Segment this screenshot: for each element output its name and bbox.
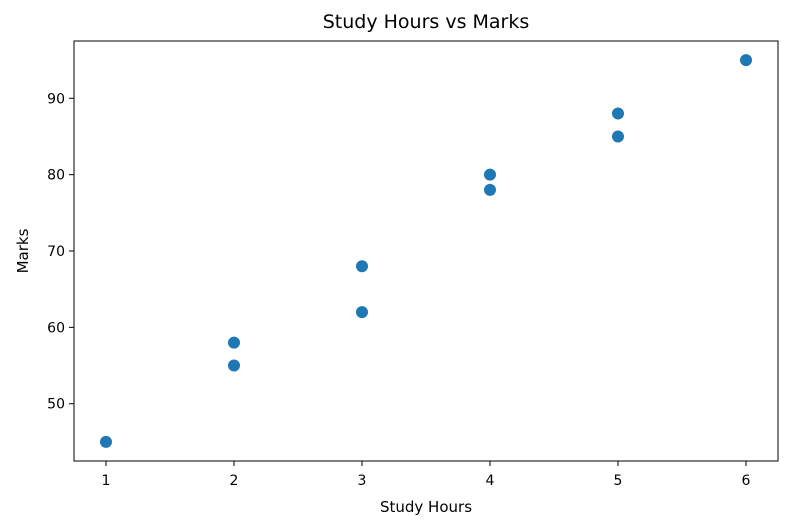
y-axis-title: Marks	[14, 228, 32, 273]
x-tick-label: 6	[742, 473, 751, 489]
x-tick-label: 5	[614, 473, 623, 489]
plot-area: 1 2 3 4 5 6 50 60 70 80 90	[47, 54, 752, 489]
scatter-point	[356, 306, 368, 319]
scatter-point	[612, 107, 624, 120]
x-tick-label: 4	[486, 473, 495, 489]
scatter-point	[228, 336, 240, 349]
x-tick-label: 3	[358, 473, 367, 489]
scatter-point	[740, 54, 752, 67]
scatter-point	[228, 359, 240, 372]
y-tick-label: 90	[47, 91, 65, 107]
chart-title: Study Hours vs Marks	[323, 11, 530, 33]
x-tick-label: 2	[230, 473, 239, 489]
scatter-point	[356, 260, 368, 273]
scatter-point	[100, 435, 112, 448]
y-tick-label: 50	[47, 397, 65, 413]
y-tick-label: 60	[47, 320, 65, 336]
y-tick-label: 80	[47, 168, 65, 184]
plot-frame	[73, 40, 779, 462]
y-tick-label: 70	[47, 244, 65, 260]
x-tick-label: 1	[102, 473, 111, 489]
scatter-point	[484, 183, 496, 196]
scatter-point	[612, 130, 624, 143]
scatter-point	[484, 168, 496, 181]
x-axis-title: Study Hours	[380, 498, 472, 516]
